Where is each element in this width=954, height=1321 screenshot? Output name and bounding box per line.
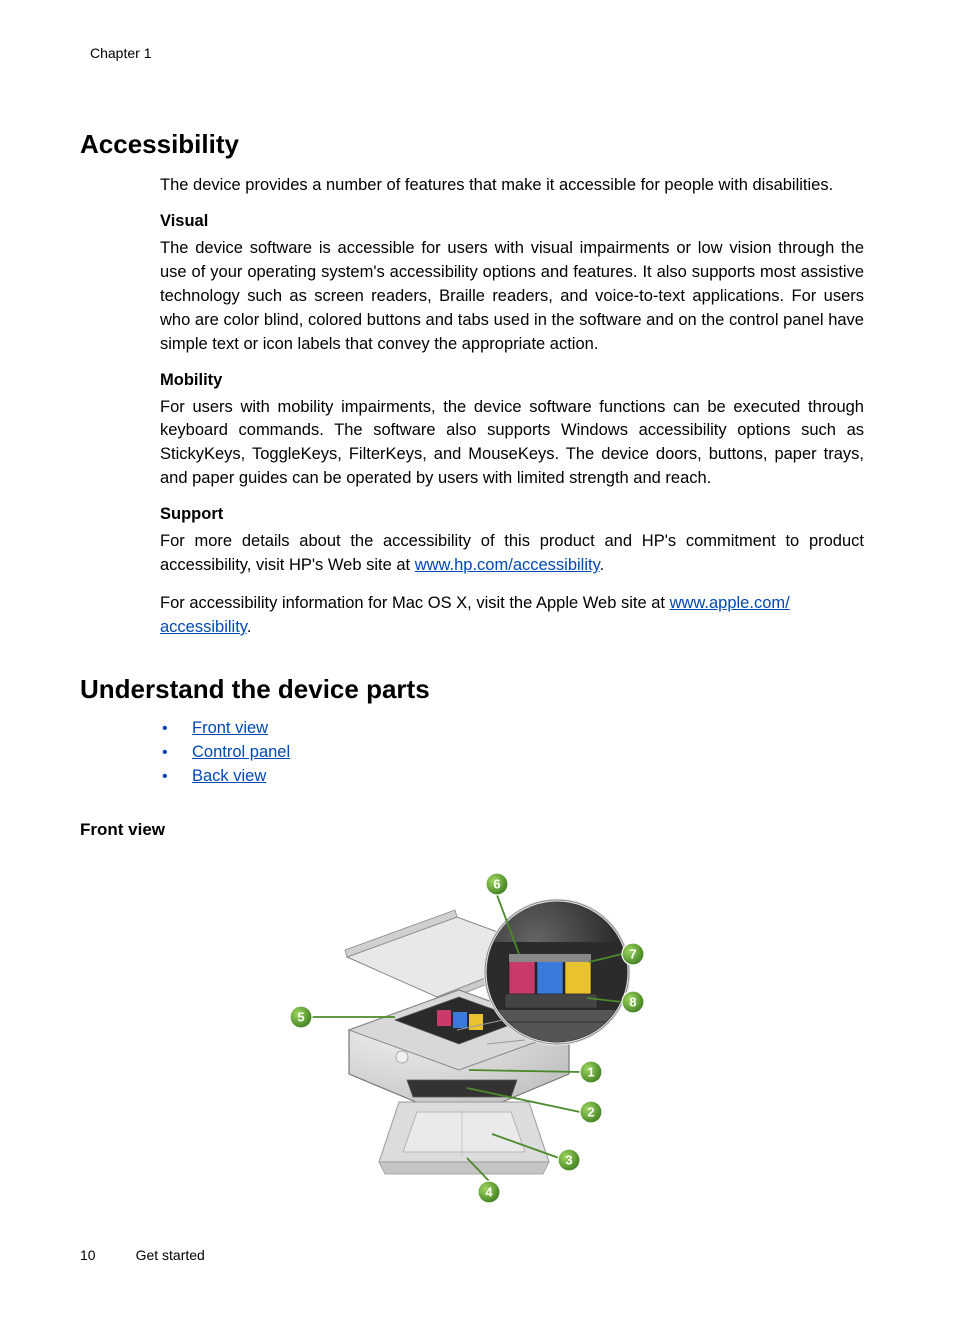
callout-2: 2 <box>580 1101 602 1123</box>
understand-link-list: • Front view • Control panel • Back view <box>160 719 874 786</box>
front-view-figure: 1 2 3 4 5 6 7 8 <box>80 862 874 1222</box>
callout-7: 7 <box>622 943 644 965</box>
list-item: • Front view <box>160 719 874 738</box>
control-panel-link[interactable]: Control panel <box>192 743 290 762</box>
callout-3: 3 <box>558 1149 580 1171</box>
svg-text:8: 8 <box>629 994 636 1009</box>
output-tray <box>379 1102 549 1174</box>
page-number: 10 <box>80 1247 96 1263</box>
mobility-text: For users with mobility impairments, the… <box>160 396 864 492</box>
visual-heading: Visual <box>160 212 864 231</box>
svg-text:1: 1 <box>587 1064 594 1079</box>
accessibility-title: Accessibility <box>80 129 874 160</box>
accessibility-intro: The device provides a number of features… <box>160 174 864 198</box>
apple-accessibility-link-part2[interactable]: accessibility <box>160 618 247 636</box>
footer-section-title: Get started <box>136 1247 205 1263</box>
front-view-heading: Front view <box>80 820 874 840</box>
support-text1-post: . <box>600 556 605 574</box>
front-view-link[interactable]: Front view <box>192 719 268 738</box>
page-footer: 10 Get started <box>80 1247 205 1263</box>
understand-title: Understand the device parts <box>80 674 874 705</box>
apple-accessibility-link-part1[interactable]: www.apple.com/ <box>670 594 790 612</box>
svg-text:5: 5 <box>297 1009 304 1024</box>
support-para-2: For accessibility information for Mac OS… <box>160 592 864 640</box>
svg-text:4: 4 <box>485 1184 493 1199</box>
visual-text: The device software is accessible for us… <box>160 237 864 357</box>
support-para-1: For more details about the accessibility… <box>160 530 864 578</box>
hp-accessibility-link[interactable]: www.hp.com/accessibility <box>415 556 600 574</box>
printer-diagram: 1 2 3 4 5 6 7 8 <box>272 862 682 1222</box>
callout-6: 6 <box>486 873 508 895</box>
chapter-header: Chapter 1 <box>90 45 874 61</box>
support-heading: Support <box>160 505 864 524</box>
callout-5: 5 <box>290 1006 312 1028</box>
bullet-icon: • <box>160 744 192 762</box>
svg-text:2: 2 <box>587 1104 594 1119</box>
list-item: • Back view <box>160 767 874 786</box>
accessibility-content: The device provides a number of features… <box>160 174 864 640</box>
callout-4: 4 <box>478 1181 500 1203</box>
support-text2-pre: For accessibility information for Mac OS… <box>160 594 670 612</box>
svg-text:6: 6 <box>493 876 500 891</box>
svg-text:7: 7 <box>629 946 636 961</box>
back-view-link[interactable]: Back view <box>192 767 266 786</box>
svg-text:3: 3 <box>565 1152 572 1167</box>
list-item: • Control panel <box>160 743 874 762</box>
support-text2-post: . <box>247 618 252 636</box>
bullet-icon: • <box>160 768 192 786</box>
mobility-heading: Mobility <box>160 371 864 390</box>
callout-1: 1 <box>580 1061 602 1083</box>
callout-8: 8 <box>622 991 644 1013</box>
bullet-icon: • <box>160 720 192 738</box>
